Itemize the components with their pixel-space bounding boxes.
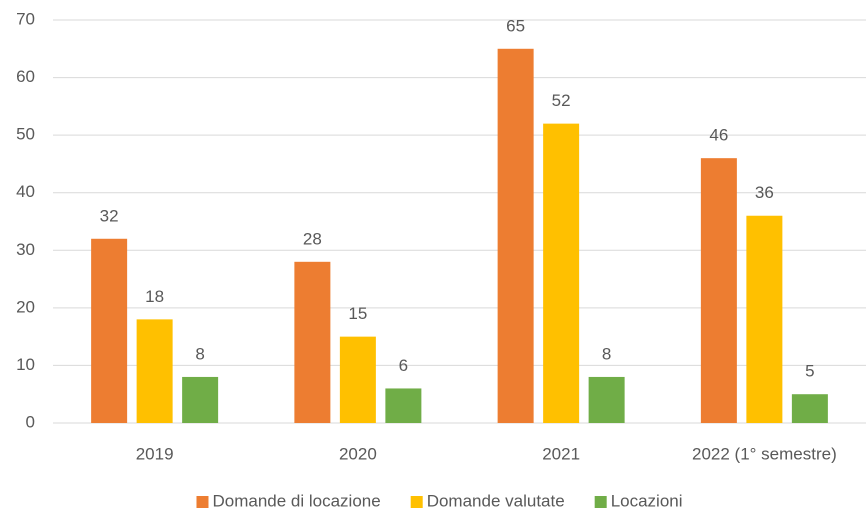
data-label: 52 xyxy=(552,91,571,110)
data-label: 28 xyxy=(303,229,322,248)
bar xyxy=(136,319,173,423)
legend-label: Locazioni xyxy=(611,491,683,510)
data-label: 6 xyxy=(399,356,408,375)
x-tick-label: 2019 xyxy=(136,444,174,463)
legend-swatch xyxy=(196,496,209,508)
y-tick-label: 0 xyxy=(26,412,35,431)
x-tick-label: 2020 xyxy=(339,444,377,463)
data-label: 15 xyxy=(348,304,367,323)
y-tick-label: 50 xyxy=(16,125,35,144)
bar xyxy=(385,388,422,423)
data-label: 32 xyxy=(100,206,119,225)
y-tick-label: 60 xyxy=(16,67,35,86)
x-tick-label: 2021 xyxy=(542,444,580,463)
data-label: 65 xyxy=(506,16,525,35)
bar xyxy=(700,158,737,423)
bar xyxy=(791,394,828,423)
bar xyxy=(588,376,625,423)
data-label: 5 xyxy=(805,362,814,381)
legend-label: Domande di locazione xyxy=(212,491,380,510)
legend-swatch xyxy=(594,496,607,508)
y-tick-label: 70 xyxy=(16,9,35,28)
y-tick-label: 30 xyxy=(16,240,35,259)
bar xyxy=(339,336,376,423)
data-label: 8 xyxy=(195,344,204,363)
bar xyxy=(294,261,331,423)
y-tick-label: 20 xyxy=(16,297,35,316)
bar xyxy=(497,48,534,424)
y-tick-label: 10 xyxy=(16,355,35,374)
bar xyxy=(91,238,128,423)
data-label: 8 xyxy=(602,344,611,363)
x-tick-label: 2022 (1° semestre) xyxy=(692,444,837,463)
data-label: 46 xyxy=(709,126,728,145)
bar xyxy=(543,123,580,423)
legend-label: Domande valutate xyxy=(427,491,565,510)
legend-swatch xyxy=(410,496,423,508)
data-label: 18 xyxy=(145,287,164,306)
y-tick-label: 40 xyxy=(16,182,35,201)
bar xyxy=(746,215,783,423)
bar xyxy=(182,376,219,423)
data-label: 36 xyxy=(755,183,774,202)
